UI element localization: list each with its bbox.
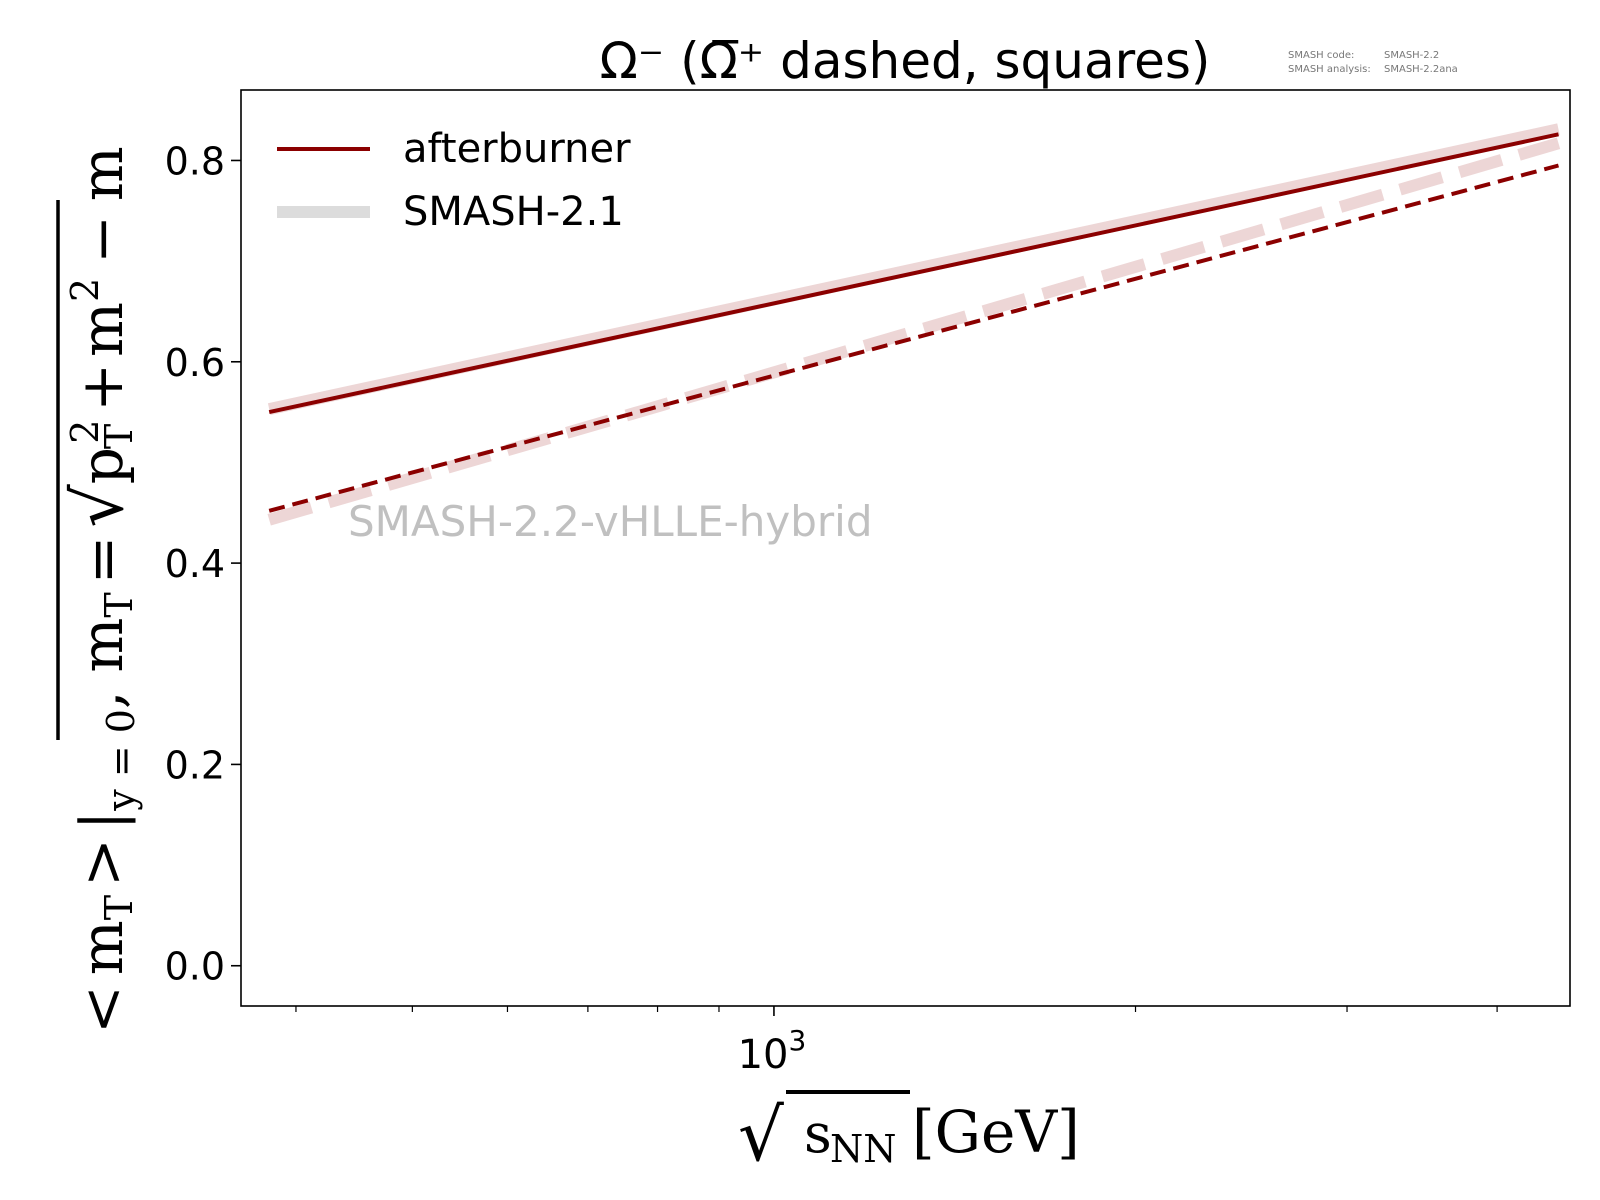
- x-label-unit: [GeV]: [912, 1098, 1080, 1166]
- x-axis-label: √ s NN [GeV]: [738, 1090, 1080, 1177]
- axes-layer: 0.0 0.2 0.4 0.6 0.8 103: [165, 139, 1498, 1078]
- x-label-root: √: [738, 1093, 784, 1177]
- plot-frame: [240, 89, 1571, 1007]
- chart-title: Ω⁻ (Ω̅⁺ dashed, squares): [600, 32, 1211, 90]
- series-line-smash21-solid: [267, 123, 1560, 415]
- legend-label-smash21: SMASH-2.1: [403, 189, 624, 235]
- series-layer: [267, 123, 1561, 526]
- x-label-var: s: [804, 1102, 832, 1165]
- meta-code-value: SMASH-2.2: [1384, 50, 1439, 61]
- watermark: SMASH-2.2-vHLLE-hybrid: [348, 497, 873, 546]
- series-line-afterburner-dashed: [268, 163, 1560, 513]
- y-tick-label: 0.0: [165, 945, 225, 989]
- y-tick-label: 0.8: [165, 139, 225, 183]
- legend: afterburner SMASH-2.1: [277, 126, 631, 235]
- y-tick-label: 0.4: [165, 542, 225, 586]
- meta-analysis-label: SMASH analysis:: [1288, 64, 1371, 75]
- meta-code-label: SMASH code:: [1288, 50, 1354, 61]
- legend-label-afterburner: afterburner: [403, 126, 631, 172]
- x-tick-label: 103: [738, 1024, 807, 1078]
- meta-info: SMASH code: SMASH-2.2 SMASH analysis: SM…: [1288, 50, 1458, 75]
- series-line-afterburner-solid: [268, 132, 1559, 415]
- x-label-sub: NN: [830, 1127, 897, 1171]
- y-tick-label: 0.2: [165, 743, 225, 787]
- series-line-smash21-dashed: [267, 137, 1561, 526]
- meta-analysis-value: SMASH-2.2ana: [1384, 64, 1458, 75]
- y-label: <mT>|y = 0,mT=√pT2+m2−m: [60, 146, 143, 1034]
- y-tick-label: 0.6: [165, 341, 225, 385]
- y-axis-label: <mT>|y = 0,mT=√pT2+m2−m: [56, 146, 143, 1034]
